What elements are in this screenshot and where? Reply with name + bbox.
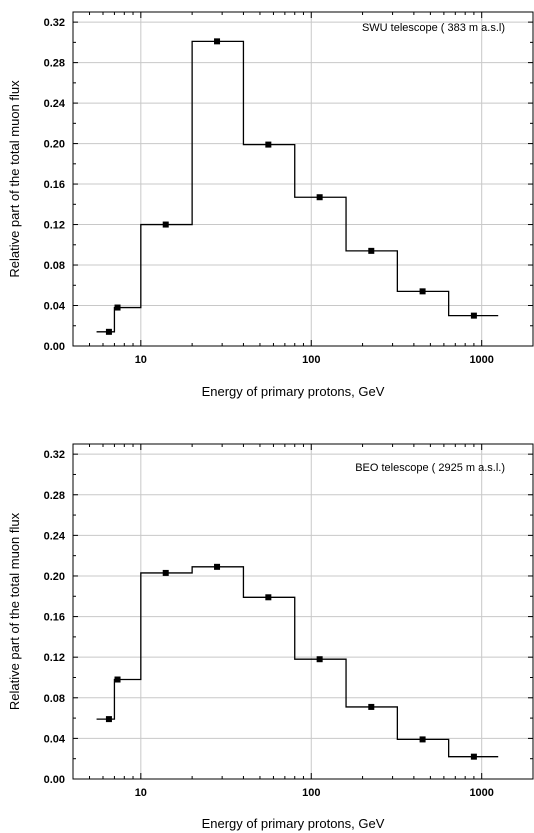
x-tick-label: 1000: [469, 354, 493, 366]
data-point: [162, 569, 169, 576]
data-point: [265, 594, 272, 601]
y-tick-label: 0.12: [44, 220, 65, 232]
data-point: [419, 288, 426, 295]
y-tick-label: 0.08: [44, 260, 65, 272]
y-tick-label: 0.28: [44, 58, 65, 70]
y-axis-title: Relative part of the total muon flux: [7, 512, 22, 710]
y-tick-label: 0.32: [44, 449, 65, 461]
y-tick-label: 0.12: [44, 652, 65, 664]
x-tick-label: 1000: [469, 787, 493, 799]
data-point: [114, 676, 121, 683]
y-tick-label: 0.08: [44, 693, 65, 705]
data-point: [105, 328, 112, 335]
y-tick-label: 0.16: [44, 612, 65, 624]
data-point: [105, 716, 112, 723]
y-tick-label: 0.24: [44, 98, 66, 110]
y-tick-label: 0.16: [44, 179, 65, 191]
y-tick-label: 0.24: [44, 530, 66, 542]
data-point: [316, 194, 323, 201]
chart-swu: 10 100 1000 0.00 0.04 0.08 0.12 0.16 0.20 0.24 0.2…: [7, 11, 534, 399]
data-point: [470, 312, 477, 319]
y-tick-label: 0.00: [44, 341, 65, 353]
data-point: [368, 703, 375, 710]
y-tick-label: 0.28: [44, 490, 65, 502]
y-axis-title: Relative part of the total muon flux: [7, 80, 22, 278]
x-tick-label: 100: [302, 354, 320, 366]
data-point: [419, 736, 426, 743]
y-tick-label: 0.20: [44, 139, 65, 151]
chart-annotation: SWU telescope ( 383 m a.s.l): [362, 22, 505, 34]
y-tick-label: 0.32: [44, 17, 65, 29]
data-point: [470, 753, 477, 760]
data-point: [265, 141, 272, 148]
chart-beo: 10 100 1000 0.00 0.04 0.08 0.12 0.16 0.20 0.24 0.2…: [7, 443, 534, 831]
data-point: [214, 563, 221, 570]
data-point: [368, 247, 375, 254]
data-point: [316, 656, 323, 663]
plot-frame: [72, 11, 534, 347]
x-axis-title: Energy of primary protons, GeV: [202, 384, 385, 399]
y-tick-label: 0.20: [44, 571, 65, 583]
x-axis-title: Energy of primary protons, GeV: [202, 816, 385, 831]
data-point: [162, 221, 169, 228]
chart-annotation: BEO telescope ( 2925 m a.s.l.): [355, 462, 505, 474]
step-line: [96, 40, 499, 333]
y-tick-label: 0.04: [44, 733, 66, 745]
step-line: [96, 566, 499, 758]
x-tick-label: 100: [302, 787, 320, 799]
data-point: [214, 38, 221, 45]
y-tick-label: 0.00: [44, 774, 65, 786]
y-tick-label: 0.04: [44, 301, 66, 313]
plot-frame: [72, 443, 534, 780]
x-tick-label: 10: [135, 787, 147, 799]
x-tick-label: 10: [135, 354, 147, 366]
data-point: [114, 304, 121, 311]
